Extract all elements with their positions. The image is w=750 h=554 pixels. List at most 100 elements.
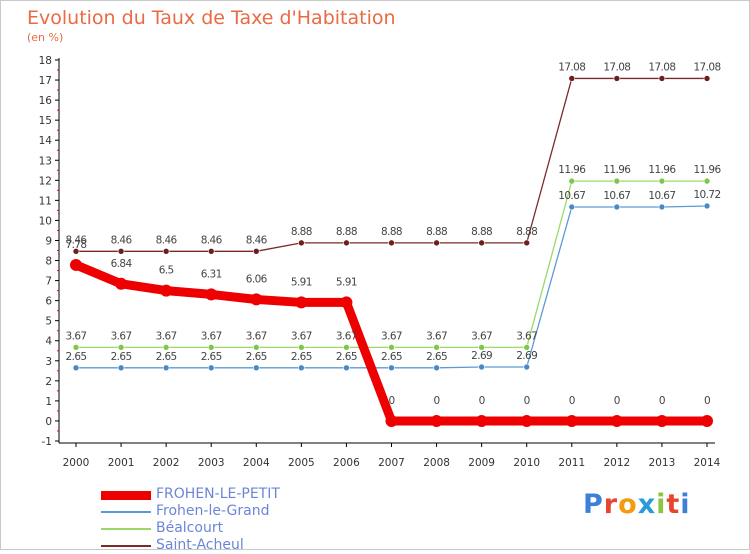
data-label: 8.88 <box>291 226 312 238</box>
data-label: 10.67 <box>648 190 675 202</box>
x-tick-label: 2002 <box>153 457 180 469</box>
data-point <box>568 203 576 211</box>
x-tick-label: 2010 <box>513 457 540 469</box>
data-label: 0 <box>479 395 485 407</box>
data-label: 3.67 <box>246 330 267 342</box>
y-tick-label: 15 <box>39 115 52 127</box>
data-label: 3.67 <box>111 330 132 342</box>
data-point <box>385 414 398 427</box>
data-point <box>430 414 443 427</box>
data-label: 3.67 <box>336 330 357 342</box>
data-label: 0 <box>569 395 575 407</box>
y-tick-label: 18 <box>39 55 52 67</box>
data-point <box>701 414 713 427</box>
logo-letter: i <box>680 489 691 520</box>
data-point <box>343 344 350 351</box>
data-point <box>658 177 666 185</box>
logo-letter: P <box>583 489 604 520</box>
data-label: 8.46 <box>201 234 223 246</box>
data-point <box>207 248 215 255</box>
data-point <box>433 239 440 247</box>
y-tick-label: 3 <box>45 356 52 368</box>
data-label: 0 <box>704 395 710 407</box>
data-point <box>658 203 666 211</box>
data-label: 11.96 <box>693 164 721 176</box>
data-point <box>162 248 170 255</box>
data-label: 0 <box>388 395 394 407</box>
data-point <box>162 364 170 372</box>
data-point <box>388 364 395 372</box>
data-label: 11.96 <box>648 164 676 176</box>
data-point <box>478 363 485 371</box>
data-point <box>703 75 711 82</box>
data-point <box>343 239 350 247</box>
legend-label: FROHEN-LE-PETIT <box>156 486 280 502</box>
data-label: 2.65 <box>291 351 312 363</box>
data-label: 8.46 <box>246 234 268 246</box>
data-label: 2.65 <box>246 351 267 363</box>
data-point <box>205 288 218 301</box>
data-point <box>613 177 621 185</box>
data-point <box>388 239 395 247</box>
logo-letter: o <box>618 489 638 520</box>
data-label: 8.88 <box>471 226 492 238</box>
y-tick-label: 13 <box>39 155 52 167</box>
data-label: 2.65 <box>111 351 132 363</box>
data-point <box>568 177 576 185</box>
y-tick-label: 4 <box>45 336 52 348</box>
data-point <box>250 293 263 306</box>
data-point <box>207 364 215 372</box>
logo-letter: t <box>666 489 681 520</box>
data-label: 2.65 <box>336 351 357 363</box>
data-point <box>207 344 215 351</box>
x-tick-label: 2009 <box>468 457 495 469</box>
x-tick-label: 2001 <box>108 457 135 469</box>
data-point <box>115 277 128 290</box>
data-label: 2.65 <box>426 351 447 363</box>
data-label: 3.67 <box>291 330 312 342</box>
data-point <box>478 344 485 351</box>
data-label: 2.69 <box>471 350 492 362</box>
legend-swatch <box>101 528 151 530</box>
data-label: 6.5 <box>159 265 174 277</box>
data-point <box>72 364 80 372</box>
data-point <box>478 239 485 247</box>
data-point <box>523 344 531 351</box>
proxiti-logo: Proxiti <box>583 489 691 520</box>
x-tick-label: 2013 <box>649 457 676 469</box>
data-point <box>475 414 488 427</box>
data-label: 17.08 <box>693 61 720 73</box>
x-tick-label: 2008 <box>423 457 450 469</box>
data-point <box>252 364 260 372</box>
y-tick-label: 0 <box>45 416 52 428</box>
chart-title: Evolution du Taux de Taxe d'Habitation <box>27 7 396 29</box>
data-label: 8.88 <box>426 226 447 238</box>
legend-swatch <box>101 490 151 500</box>
y-tick-label: 12 <box>39 175 52 187</box>
data-point <box>298 239 305 247</box>
data-point <box>252 344 260 351</box>
data-point <box>613 75 621 82</box>
data-label: 2.65 <box>66 351 87 363</box>
data-point <box>72 248 80 255</box>
data-point <box>295 296 308 309</box>
logo-letter: r <box>603 489 619 520</box>
x-tick-label: 2011 <box>558 457 585 469</box>
data-label: 3.67 <box>201 330 222 342</box>
data-label: 10.72 <box>693 189 720 201</box>
data-label: 3.67 <box>471 330 492 342</box>
data-label: 2.65 <box>156 351 177 363</box>
legend-label: Frohen-le-Grand <box>156 503 270 519</box>
data-point <box>252 248 260 255</box>
legend-swatch <box>101 545 151 547</box>
data-label: 0 <box>434 395 440 407</box>
x-tick-label: 2007 <box>378 457 405 469</box>
data-label: 8.88 <box>336 226 357 238</box>
data-point <box>613 203 621 211</box>
data-label: 11.96 <box>558 164 586 176</box>
data-label: 6.06 <box>246 273 268 285</box>
data-point <box>433 344 440 351</box>
x-tick-label: 2012 <box>603 457 630 469</box>
y-tick-label: -1 <box>42 436 52 448</box>
